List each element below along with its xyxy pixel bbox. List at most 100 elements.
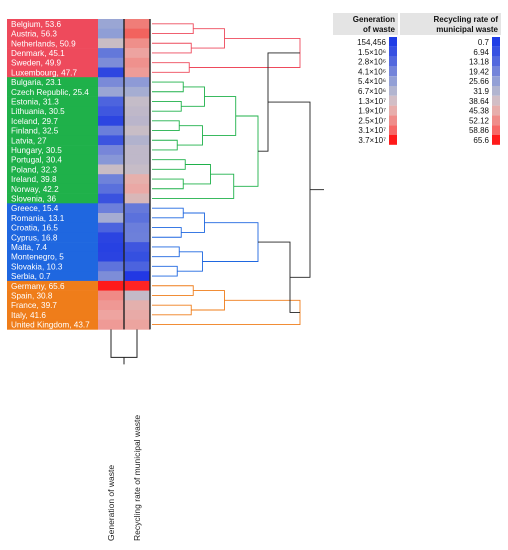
legend-swatch bbox=[389, 135, 397, 145]
legend-label: 31.9 bbox=[473, 87, 489, 96]
waste-cell bbox=[98, 106, 124, 117]
row-label: Romania, 13.1 bbox=[11, 214, 65, 223]
waste-cell bbox=[98, 116, 124, 126]
legend-label: 154,456 bbox=[357, 38, 386, 47]
waste-cell bbox=[98, 135, 124, 146]
row-label: Spain, 30.8 bbox=[11, 292, 53, 301]
row-label-bg bbox=[7, 319, 98, 330]
legend-swatch bbox=[389, 95, 397, 106]
row-label: Czech Republic, 25.4 bbox=[11, 88, 89, 97]
recycling-cell bbox=[124, 232, 150, 243]
legend-swatch bbox=[492, 95, 500, 106]
row-label-bg bbox=[7, 48, 98, 59]
waste-cell bbox=[98, 28, 124, 39]
waste-cell bbox=[98, 164, 124, 175]
recycling-cell bbox=[124, 57, 150, 68]
row-label-bg bbox=[7, 300, 98, 311]
recycling-cell bbox=[124, 48, 150, 59]
legend-label: 65.6 bbox=[473, 136, 489, 145]
row-label-bg bbox=[7, 106, 98, 117]
row-label: Netherlands, 50.9 bbox=[11, 39, 76, 48]
recycling-cell bbox=[124, 86, 150, 97]
legend-label: 3.7×10⁷ bbox=[358, 136, 386, 145]
legend-label: 19.42 bbox=[469, 67, 490, 76]
dendrogram-branch bbox=[152, 139, 178, 151]
row-label-bg bbox=[7, 222, 98, 233]
row-label-bg bbox=[7, 67, 98, 78]
row-label: Luxembourg, 47.7 bbox=[11, 68, 77, 77]
row-label-bg bbox=[7, 57, 98, 68]
recycling-cell bbox=[124, 203, 150, 214]
recycling-cell bbox=[124, 28, 150, 39]
recycling-cell bbox=[124, 251, 150, 262]
dendrogram-branch bbox=[183, 164, 211, 185]
column-labels: Generation of waste Recycling rate of mun… bbox=[106, 415, 142, 541]
legend-swatch bbox=[492, 125, 500, 135]
row-label-bg bbox=[7, 232, 98, 243]
recycling-cell bbox=[124, 193, 150, 204]
recycling-cell bbox=[124, 174, 150, 185]
row-label-bg bbox=[7, 125, 98, 136]
legend-label: 6.94 bbox=[473, 48, 489, 57]
row-label-bg bbox=[7, 19, 98, 29]
dendrogram-branch bbox=[177, 125, 203, 146]
row-label-bg bbox=[7, 290, 98, 301]
legend-title: of waste bbox=[363, 25, 396, 34]
recycling-cell bbox=[124, 116, 150, 126]
waste-cell bbox=[98, 271, 124, 282]
row-label: Cyprus, 16.8 bbox=[11, 233, 58, 242]
dendrogram-branch bbox=[177, 251, 203, 272]
recycling-cell bbox=[124, 183, 150, 194]
recycling-cell bbox=[124, 38, 150, 49]
dendrogram-branch bbox=[202, 96, 237, 136]
legend-label: 25.66 bbox=[469, 77, 490, 86]
legend-label: 2.5×10⁷ bbox=[358, 116, 386, 125]
legend-label: 6.7×10⁶ bbox=[358, 87, 386, 96]
dendrogram-branch bbox=[191, 290, 225, 311]
legend-label: 0.7 bbox=[478, 38, 490, 47]
row-label: Italy, 41.6 bbox=[11, 311, 46, 320]
waste-cell bbox=[98, 174, 124, 185]
row-label-bg bbox=[7, 242, 98, 253]
row-label: Estonia, 31.3 bbox=[11, 98, 59, 107]
dendrogram-branch bbox=[152, 62, 190, 73]
row-label: Norway, 42.2 bbox=[11, 185, 59, 194]
recycling-cell bbox=[124, 300, 150, 311]
row-label: United Kingdom, 43.7 bbox=[11, 321, 90, 330]
row-label-bg bbox=[7, 193, 98, 204]
legend-swatch bbox=[492, 37, 500, 47]
dendrogram-branch bbox=[152, 173, 235, 199]
dendrogram-branch bbox=[191, 28, 225, 49]
row-label-bg bbox=[7, 174, 98, 185]
recycling-cell bbox=[124, 77, 150, 88]
waste-cell bbox=[98, 145, 124, 156]
waste-cell bbox=[98, 67, 124, 78]
dendrogram-branch bbox=[152, 304, 192, 316]
waste-cell bbox=[98, 19, 124, 29]
row-label: Sweden, 49.9 bbox=[11, 59, 62, 68]
row-label-bg bbox=[7, 164, 98, 175]
legend-label: 2.8×10⁶ bbox=[358, 58, 386, 67]
legend-swatch bbox=[389, 66, 397, 77]
legend-label: 5.4×10⁶ bbox=[358, 77, 386, 86]
dendrogram-branch bbox=[181, 86, 205, 107]
recycling-cell bbox=[124, 261, 150, 272]
waste-cell bbox=[98, 193, 124, 204]
row-label: Croatia, 16.5 bbox=[11, 224, 58, 233]
waste-cell bbox=[98, 319, 124, 330]
dendrogram-branch bbox=[152, 178, 184, 190]
recycling-cell bbox=[124, 222, 150, 233]
legend-label: 38.64 bbox=[469, 97, 490, 106]
dendrogram-branch bbox=[152, 265, 178, 277]
row-label-bg bbox=[7, 280, 98, 291]
legend-title: Recycling rate of bbox=[434, 15, 499, 24]
dendrogram-branch bbox=[152, 101, 182, 112]
waste-cell bbox=[98, 57, 124, 68]
waste-cell bbox=[98, 213, 124, 223]
recycling-cell bbox=[124, 290, 150, 301]
row-label: Finland, 32.5 bbox=[11, 127, 59, 136]
recycling-cell bbox=[124, 164, 150, 175]
